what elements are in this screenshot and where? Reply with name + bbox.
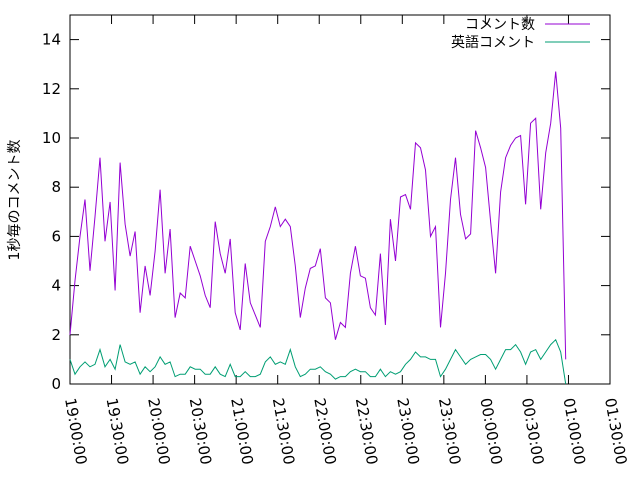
x-tick-label: 21:30:00 xyxy=(269,397,298,466)
y-tick-label: 0 xyxy=(51,375,61,393)
y-tick-label: 4 xyxy=(51,277,61,295)
y-tick-label: 10 xyxy=(42,129,61,147)
y-axis-ticks: 0 2 4 6 8 10 12 14 xyxy=(42,31,610,393)
plot-frame xyxy=(69,14,611,385)
x-tick-label: 20:00:00 xyxy=(144,397,173,466)
series-line-2 xyxy=(69,338,567,385)
x-tick-label: 19:30:00 xyxy=(103,397,132,466)
x-tick-label: 00:30:00 xyxy=(518,397,547,466)
x-tick-label: 01:00:00 xyxy=(560,397,589,466)
y-tick-label: 8 xyxy=(51,178,61,196)
x-tick-label: 00:00:00 xyxy=(476,397,505,466)
y-axis-label: 1秒毎のコメント数 xyxy=(7,140,23,261)
x-tick-label: 22:00:00 xyxy=(310,397,339,466)
x-tick-label: 22:30:00 xyxy=(352,397,381,466)
legend-label: コメント数 xyxy=(465,17,535,33)
x-tick-label: 23:30:00 xyxy=(435,397,464,466)
series-layer xyxy=(69,71,567,385)
y-tick-label: 6 xyxy=(51,227,61,245)
x-tick-label: 21:00:00 xyxy=(227,397,256,466)
series-line-1 xyxy=(69,71,567,360)
y-tick-label: 12 xyxy=(42,80,61,98)
x-axis-ticks: 19:00:00 19:30:00 20:00:00 20:30:00 21:00:00… xyxy=(61,15,630,466)
x-tick-label: 19:00:00 xyxy=(61,397,90,466)
x-tick-label: 20:30:00 xyxy=(186,397,215,466)
y-tick-label: 14 xyxy=(42,31,61,49)
legend-label: 英語コメント xyxy=(451,34,535,51)
x-tick-label: 01:30:00 xyxy=(601,397,630,466)
x-tick-label: 23:00:00 xyxy=(393,397,422,466)
y-tick-label: 2 xyxy=(51,326,61,344)
